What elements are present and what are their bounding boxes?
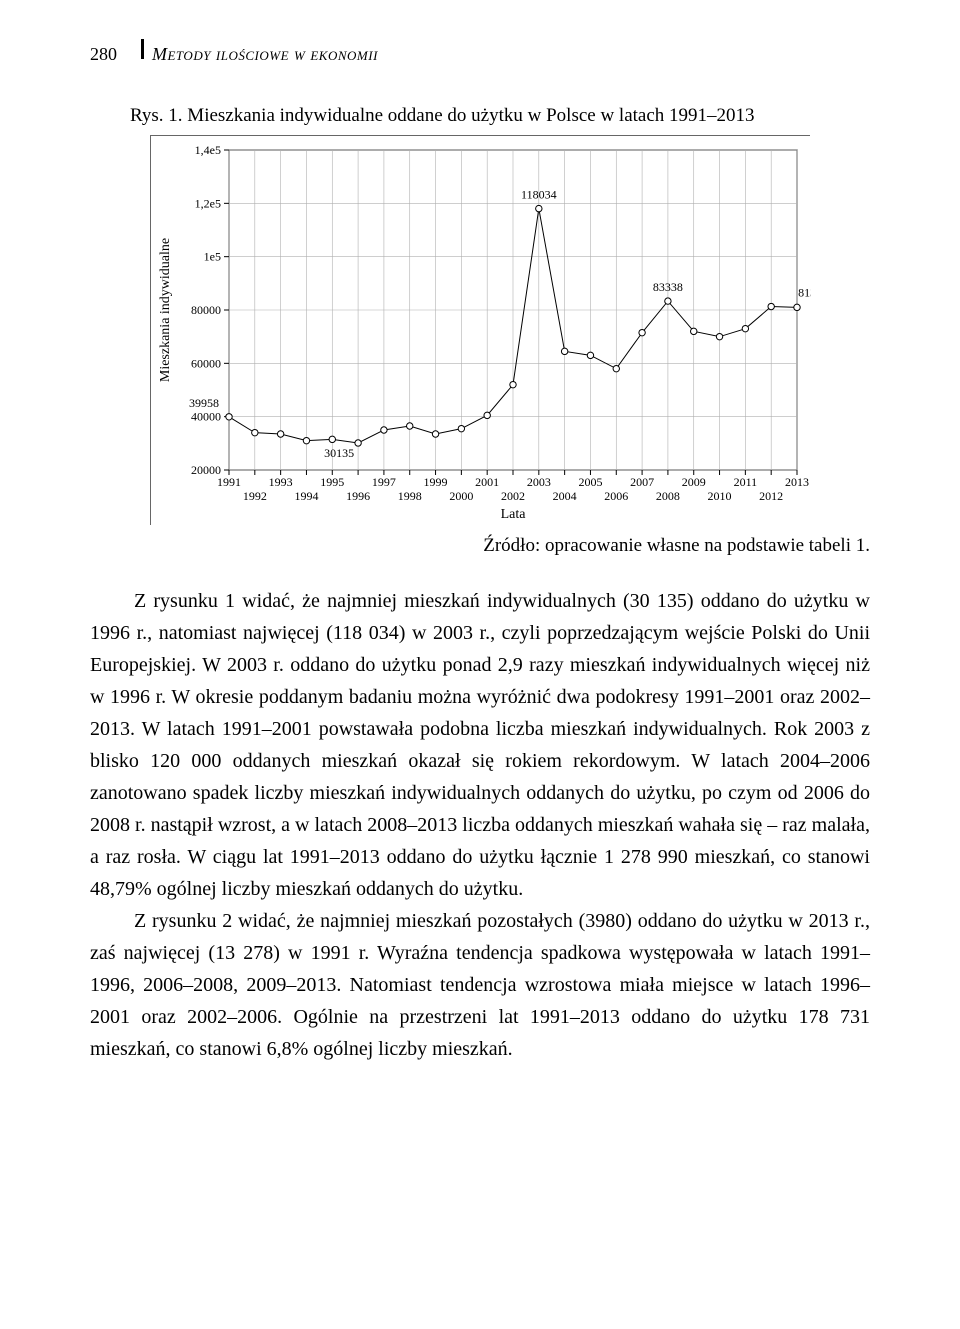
svg-text:1999: 1999: [424, 475, 448, 489]
svg-text:80000: 80000: [191, 303, 221, 317]
svg-text:2013: 2013: [785, 475, 809, 489]
x-axis-label: Lata: [501, 507, 527, 522]
svg-text:1997: 1997: [372, 475, 396, 489]
svg-text:2008: 2008: [656, 489, 680, 503]
data-label: 39958: [189, 396, 219, 410]
svg-text:2004: 2004: [553, 489, 577, 503]
data-point: [639, 329, 645, 335]
svg-text:2005: 2005: [578, 475, 602, 489]
svg-text:2001: 2001: [475, 475, 499, 489]
svg-text:2002: 2002: [501, 489, 525, 503]
svg-text:2000: 2000: [449, 489, 473, 503]
svg-text:2010: 2010: [708, 489, 732, 503]
data-point: [665, 298, 671, 304]
running-title: Metody ilościowe w ekonomii: [152, 44, 378, 65]
svg-text:60000: 60000: [191, 356, 221, 370]
data-point: [226, 414, 232, 420]
data-point: [303, 437, 309, 443]
svg-text:1,4e5: 1,4e5: [195, 143, 221, 157]
data-point: [329, 436, 335, 442]
svg-text:2009: 2009: [682, 475, 706, 489]
data-point: [355, 440, 361, 446]
data-point: [691, 328, 697, 334]
svg-text:40000: 40000: [191, 410, 221, 424]
svg-text:2007: 2007: [630, 475, 654, 489]
figure-source: Źródło: opracowanie własne na podstawie …: [90, 535, 870, 557]
data-label: 118034: [521, 188, 557, 202]
data-point: [432, 431, 438, 437]
svg-text:2003: 2003: [527, 475, 551, 489]
svg-text:1e5: 1e5: [204, 250, 221, 264]
data-label: 30135: [324, 446, 354, 460]
data-point: [742, 325, 748, 331]
svg-text:2006: 2006: [604, 489, 628, 503]
body-paragraph-2: Z rysunku 2 widać, że najmniej mieszkań …: [90, 905, 870, 1065]
data-point: [561, 348, 567, 354]
data-point: [381, 427, 387, 433]
svg-text:1996: 1996: [346, 489, 370, 503]
svg-text:2011: 2011: [734, 475, 758, 489]
data-point: [510, 381, 516, 387]
data-point: [768, 303, 774, 309]
svg-text:1992: 1992: [243, 489, 267, 503]
y-axis-label: Mieszkania indywidualne: [158, 238, 173, 382]
svg-text:2012: 2012: [759, 489, 783, 503]
chart-svg: 200004000060000800001e51,2e51,4e5Mieszka…: [151, 136, 811, 526]
svg-text:1,2e5: 1,2e5: [195, 196, 221, 210]
data-label: 81302: [798, 286, 811, 300]
header-divider: [141, 39, 144, 59]
svg-text:1994: 1994: [294, 489, 318, 503]
data-point: [716, 333, 722, 339]
data-label: 83338: [653, 280, 683, 294]
svg-text:1998: 1998: [398, 489, 422, 503]
data-point: [407, 423, 413, 429]
data-point: [613, 365, 619, 371]
data-point: [794, 304, 800, 310]
data-point: [587, 352, 593, 358]
data-point: [536, 205, 542, 211]
data-point: [458, 425, 464, 431]
body-paragraph-1: Z rysunku 1 widać, że najmniej mieszkań …: [90, 585, 870, 905]
chart: 200004000060000800001e51,2e51,4e5Mieszka…: [150, 135, 810, 525]
figure-caption: Rys. 1. Mieszkania indywidualne oddane d…: [130, 105, 870, 127]
data-point: [484, 412, 490, 418]
data-point: [277, 431, 283, 437]
svg-text:1991: 1991: [217, 475, 241, 489]
data-point: [252, 429, 258, 435]
svg-text:1993: 1993: [269, 475, 293, 489]
page-number: 280: [90, 44, 117, 65]
svg-text:1995: 1995: [320, 475, 344, 489]
